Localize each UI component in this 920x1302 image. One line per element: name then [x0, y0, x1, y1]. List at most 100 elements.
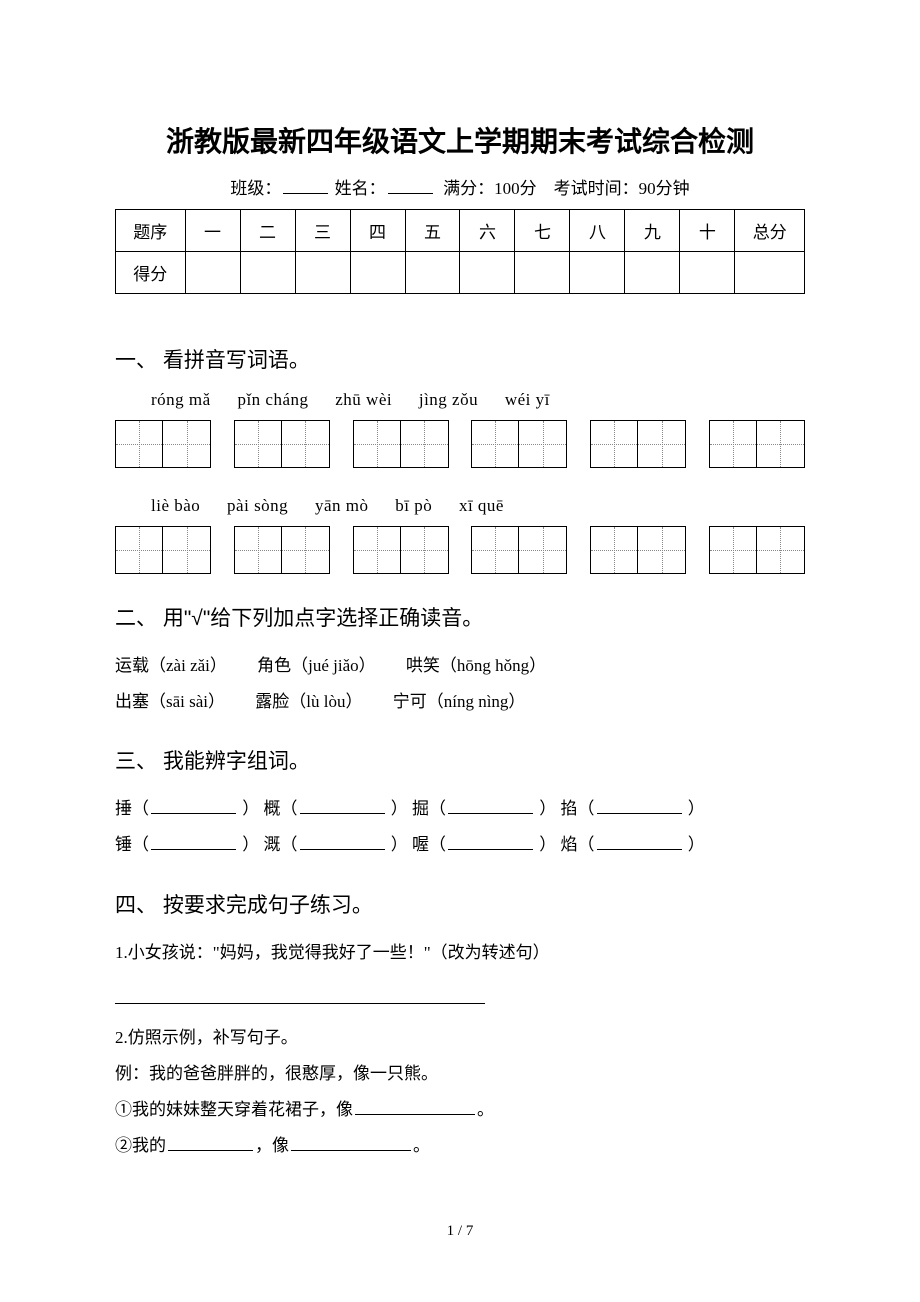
score-cell[interactable]	[295, 252, 350, 294]
fill-blank[interactable]	[291, 1150, 411, 1151]
total-head: 总分	[735, 210, 805, 252]
item2-post: 。	[413, 1136, 430, 1155]
section2-body: 运载（zài zǎi） 角色（jué jiǎo） 哄笑（hōng hǒng） 出…	[115, 648, 805, 719]
pronounce-item: 角色（jué jiǎo）	[257, 656, 376, 675]
fill-text: ） 概（	[242, 799, 297, 818]
char-box-pair[interactable]	[709, 526, 805, 574]
col-head: 四	[350, 210, 405, 252]
col-head: 二	[240, 210, 295, 252]
col-head: 一	[185, 210, 240, 252]
full-score: 满分：100分	[443, 179, 537, 198]
score-table: 题序 一 二 三 四 五 六 七 八 九 十 总分 得分	[115, 209, 805, 294]
pinyin-item: jìng zǒu	[419, 390, 478, 409]
pinyin-item: bī pò	[395, 496, 432, 515]
pinyin-row: róng mǎ pǐn cháng zhū wèi jìng zǒu wéi y…	[151, 390, 805, 410]
item1-post: 。	[477, 1100, 494, 1119]
col-head: 九	[625, 210, 680, 252]
char-box-pair[interactable]	[590, 526, 686, 574]
fill-text: ） 掘（	[391, 799, 446, 818]
pronounce-item: 宁可（níng nìng）	[393, 692, 526, 711]
pronounce-item: 哄笑（hōng hǒng）	[406, 656, 546, 675]
score-cell[interactable]	[350, 252, 405, 294]
section1-title: 一、 看拼音写词语。	[115, 344, 805, 374]
answer-line[interactable]	[115, 980, 485, 1004]
fill-blank[interactable]	[151, 849, 236, 850]
section4-body: 1.小女孩说："妈妈，我觉得我好了一些！"（改为转述句） 2.仿照示例，补写句子…	[115, 935, 805, 1163]
item1-line: ①我的妹妹整天穿着花裙子，像 。	[115, 1092, 805, 1128]
q2-text: 2.仿照示例，补写句子。	[115, 1020, 805, 1056]
pinyin-item: pǐn cháng	[237, 390, 308, 409]
char-box-pair[interactable]	[115, 526, 211, 574]
fill-blank[interactable]	[448, 813, 533, 814]
char-box-pair[interactable]	[234, 420, 330, 468]
score-cell[interactable]	[625, 252, 680, 294]
score-cell[interactable]	[460, 252, 515, 294]
pinyin-item: liè bào	[151, 496, 200, 515]
pronounce-item: 运载（zài zǎi）	[115, 656, 227, 675]
char-box-pair[interactable]	[115, 420, 211, 468]
pinyin-item: pài sòng	[227, 496, 288, 515]
section3-body: 捶（ ） 概（ ） 掘（ ） 掐（ ） 锤（ ） 溉（ ） 喔（ ） 焰（ ）	[115, 791, 805, 862]
col-head: 十	[680, 210, 735, 252]
pinyin-item: zhū wèi	[335, 390, 392, 409]
col-head: 六	[460, 210, 515, 252]
fill-blank[interactable]	[448, 849, 533, 850]
doc-title: 浙教版最新四年级语文上学期期末考试综合检测	[115, 120, 805, 160]
class-label: 班级：	[230, 179, 281, 198]
fill-text: ）	[688, 835, 705, 854]
example-text: 例：我的爸爸胖胖的，很憨厚，像一只熊。	[115, 1056, 805, 1092]
fill-blank[interactable]	[355, 1114, 475, 1115]
fill-blank[interactable]	[300, 813, 385, 814]
pinyin-item: wéi yī	[505, 390, 550, 409]
char-box-pair[interactable]	[590, 420, 686, 468]
name-label: 姓名：	[335, 179, 386, 198]
char-box-pair[interactable]	[353, 420, 449, 468]
exam-time: 考试时间：90分钟	[554, 179, 690, 198]
name-blank[interactable]	[388, 193, 433, 194]
fill-text: 捶（	[115, 799, 149, 818]
pinyin-item: xī quē	[459, 496, 504, 515]
score-cell[interactable]	[515, 252, 570, 294]
section3-title: 三、 我能辨字组词。	[115, 745, 805, 775]
char-box-pair[interactable]	[353, 526, 449, 574]
score-cell[interactable]	[240, 252, 295, 294]
fill-blank[interactable]	[597, 813, 682, 814]
fill-blank[interactable]	[168, 1150, 253, 1151]
pinyin-item: róng mǎ	[151, 390, 211, 409]
score-cell[interactable]	[735, 252, 805, 294]
char-box-pair[interactable]	[709, 420, 805, 468]
row-label: 得分	[116, 252, 186, 294]
class-blank[interactable]	[283, 193, 328, 194]
fill-blank[interactable]	[300, 849, 385, 850]
fill-text: ）	[688, 799, 705, 818]
item2-mid: ，像	[255, 1136, 289, 1155]
item1-pre: ①我的妹妹整天穿着花裙子，像	[115, 1100, 353, 1119]
table-row: 题序 一 二 三 四 五 六 七 八 九 十 总分	[116, 210, 805, 252]
col-head: 五	[405, 210, 460, 252]
pronounce-item: 露脸（lù lòu）	[255, 692, 362, 711]
fill-blank[interactable]	[151, 813, 236, 814]
section4-title: 四、 按要求完成句子练习。	[115, 889, 805, 919]
score-cell[interactable]	[405, 252, 460, 294]
fill-text: ） 喔（	[391, 835, 446, 854]
fill-text: ） 掐（	[539, 799, 594, 818]
char-box-row	[115, 420, 805, 468]
col-head: 三	[295, 210, 350, 252]
row-label: 题序	[116, 210, 186, 252]
item2-line: ②我的 ，像 。	[115, 1128, 805, 1164]
item2-pre: ②我的	[115, 1136, 166, 1155]
page-number: 1 / 7	[115, 1223, 805, 1240]
char-box-row	[115, 526, 805, 574]
score-cell[interactable]	[680, 252, 735, 294]
score-cell[interactable]	[570, 252, 625, 294]
info-line: 班级： 姓名： 满分：100分 考试时间：90分钟	[115, 174, 805, 199]
table-row: 得分	[116, 252, 805, 294]
pinyin-item: yān mò	[315, 496, 369, 515]
char-box-pair[interactable]	[234, 526, 330, 574]
char-box-pair[interactable]	[471, 526, 567, 574]
score-cell[interactable]	[185, 252, 240, 294]
fill-blank[interactable]	[597, 849, 682, 850]
char-box-pair[interactable]	[471, 420, 567, 468]
q1-text: 1.小女孩说："妈妈，我觉得我好了一些！"（改为转述句）	[115, 935, 805, 971]
pinyin-row: liè bào pài sòng yān mò bī pò xī quē	[151, 496, 805, 516]
